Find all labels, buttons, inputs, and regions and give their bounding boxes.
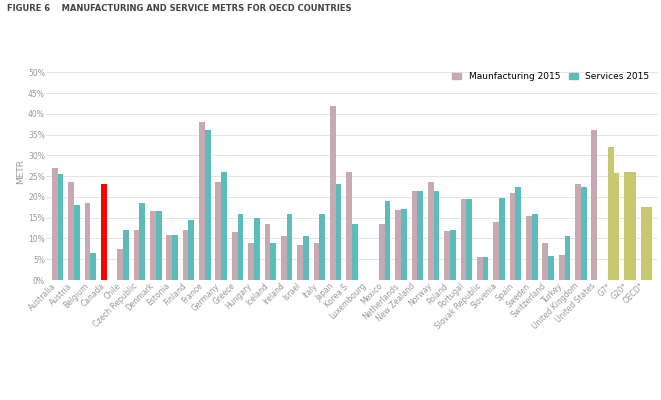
Bar	[346, 172, 352, 280]
Bar	[395, 210, 401, 280]
Bar	[139, 203, 145, 280]
Bar	[336, 184, 341, 280]
Bar	[379, 224, 385, 280]
Bar	[532, 214, 537, 280]
Legend: Maunfacturing 2015, Services 2015: Maunfacturing 2015, Services 2015	[449, 68, 653, 85]
Bar	[385, 201, 391, 280]
Bar	[624, 172, 630, 280]
Bar	[559, 255, 564, 280]
Bar	[592, 130, 597, 280]
Bar	[303, 236, 309, 280]
Bar	[221, 172, 227, 280]
Bar	[123, 230, 129, 280]
Bar	[526, 216, 532, 280]
Bar	[101, 184, 107, 280]
Bar	[74, 205, 80, 280]
Bar	[156, 212, 161, 280]
Bar	[493, 222, 499, 280]
Bar	[58, 174, 63, 280]
Bar	[91, 253, 96, 280]
Bar	[510, 193, 516, 280]
Bar	[188, 220, 194, 280]
Bar	[499, 198, 505, 280]
Bar	[412, 191, 417, 280]
Bar	[516, 186, 521, 280]
Bar	[264, 224, 270, 280]
Bar	[646, 207, 652, 280]
Bar	[199, 122, 205, 280]
Y-axis label: METR: METR	[17, 160, 25, 184]
Bar	[641, 207, 646, 280]
Bar	[232, 232, 237, 280]
Bar	[575, 184, 581, 280]
Bar	[564, 236, 570, 280]
Bar	[281, 236, 287, 280]
Bar	[613, 173, 619, 280]
Bar	[254, 218, 260, 280]
Bar	[461, 199, 467, 280]
Bar	[319, 214, 325, 280]
Bar	[543, 243, 548, 280]
Bar	[215, 182, 221, 280]
Bar	[85, 203, 91, 280]
Bar	[313, 243, 319, 280]
Bar	[172, 235, 178, 280]
Text: FIGURE 6    MANUFACTURING AND SERVICE METRS FOR OECD COUNTRIES: FIGURE 6 MANUFACTURING AND SERVICE METRS…	[7, 4, 351, 13]
Bar	[118, 249, 123, 280]
Bar	[68, 182, 74, 280]
Bar	[483, 257, 488, 280]
Bar	[434, 191, 440, 280]
Bar	[352, 224, 358, 280]
Bar	[608, 147, 613, 280]
Bar	[297, 245, 303, 280]
Bar	[52, 168, 58, 280]
Bar	[134, 230, 139, 280]
Bar	[450, 230, 456, 280]
Bar	[270, 243, 276, 280]
Bar	[581, 186, 586, 280]
Bar	[287, 214, 292, 280]
Bar	[428, 182, 434, 280]
Bar	[630, 172, 636, 280]
Bar	[167, 235, 172, 280]
Bar	[417, 191, 423, 280]
Bar	[477, 257, 483, 280]
Bar	[248, 243, 254, 280]
Bar	[205, 130, 211, 280]
Bar	[330, 106, 336, 280]
Bar	[444, 231, 450, 280]
Bar	[467, 199, 472, 280]
Bar	[183, 230, 188, 280]
Bar	[401, 209, 407, 280]
Bar	[150, 212, 156, 280]
Bar	[548, 256, 554, 280]
Bar	[237, 214, 243, 280]
